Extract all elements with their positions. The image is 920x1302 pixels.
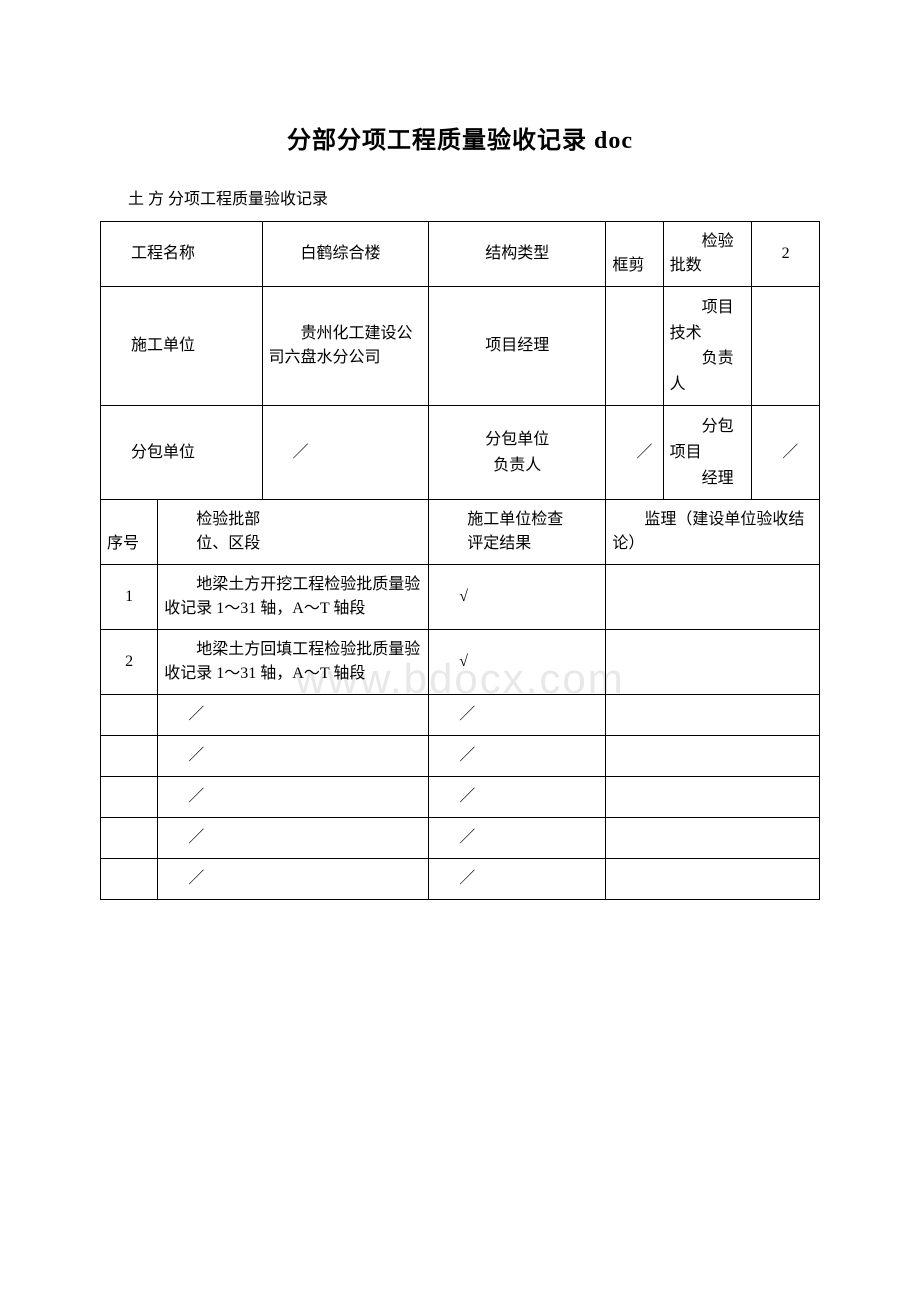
cell-location: ／ xyxy=(158,695,429,736)
subcontractor-label: 分包单位 xyxy=(101,406,263,500)
table-row: ／ ／ xyxy=(101,818,820,859)
project-manager-value xyxy=(606,287,663,406)
cell-conclusion xyxy=(606,736,820,777)
project-tech-leader-label-line2: 负责人 xyxy=(670,346,746,397)
cell-seq xyxy=(101,736,158,777)
cell-location: 地梁土方回填工程检验批质量验收记录 1～31 轴，A～T 轴段 xyxy=(158,630,429,695)
structure-type-value: 框剪 xyxy=(606,222,663,287)
table-row: 工程名称 白鹤综合楼 结构类型 框剪 检验批数 2 xyxy=(101,222,820,287)
cell-result: √ xyxy=(429,565,606,630)
cell-conclusion xyxy=(606,818,820,859)
cell-seq xyxy=(101,859,158,900)
inspection-batch-count-value: 2 xyxy=(752,222,820,287)
cell-location: 地梁土方开挖工程检验批质量验收记录 1～31 轴，A～T 轴段 xyxy=(158,565,429,630)
table-row: ／ ／ xyxy=(101,695,820,736)
project-name-label: 工程名称 xyxy=(101,222,263,287)
cell-location: ／ xyxy=(158,777,429,818)
structure-type-label: 结构类型 xyxy=(429,222,606,287)
cell-result: √ xyxy=(429,630,606,695)
project-tech-leader-label-line1: 项目技术 xyxy=(670,295,746,346)
table-row: 2 地梁土方回填工程检验批质量验收记录 1～31 轴，A～T 轴段 √ xyxy=(101,630,820,695)
subcontractor-value: ／ xyxy=(262,406,429,500)
cell-location: ／ xyxy=(158,736,429,777)
inspection-batch-count-label: 检验批数 xyxy=(663,222,752,287)
cell-seq xyxy=(101,777,158,818)
cell-seq xyxy=(101,695,158,736)
col-construction-result: 施工单位检查 评定结果 xyxy=(429,500,606,565)
cell-seq: 2 xyxy=(101,630,158,695)
cell-result: ／ xyxy=(429,777,606,818)
col-seq: 序号 xyxy=(101,500,158,565)
subcontract-pm-label-line2: 经理 xyxy=(670,466,746,492)
subcontractor-leader-value: ／ xyxy=(606,406,663,500)
page-title: 分部分项工程质量验收记录 doc xyxy=(100,120,820,155)
cell-result: ／ xyxy=(429,818,606,859)
project-tech-leader-label: 项目技术 负责人 xyxy=(663,287,752,406)
table-row: 施工单位 贵州化工建设公司六盘水分公司 项目经理 项目技术 负责人 xyxy=(101,287,820,406)
record-table: 工程名称 白鹤综合楼 结构类型 框剪 检验批数 2 施工单位 贵州化工建设公司六… xyxy=(100,221,820,900)
subcontract-pm-label: 分包项目 经理 xyxy=(663,406,752,500)
cell-result: ／ xyxy=(429,695,606,736)
cell-location: ／ xyxy=(158,859,429,900)
cell-conclusion xyxy=(606,695,820,736)
table-row: 分包单位 ／ 分包单位 负责人 ／ 分包项目 经理 ／ xyxy=(101,406,820,500)
cell-conclusion xyxy=(606,630,820,695)
table-row: ／ ／ xyxy=(101,736,820,777)
project-tech-leader-value xyxy=(752,287,820,406)
cell-result: ／ xyxy=(429,736,606,777)
subcontractor-leader-label: 分包单位 负责人 xyxy=(429,406,606,500)
col-supervision-conclusion: 监理（建设单位验收结论） xyxy=(606,500,820,565)
table-row: ／ ／ xyxy=(101,859,820,900)
cell-conclusion xyxy=(606,565,820,630)
cell-conclusion xyxy=(606,859,820,900)
subcontract-pm-value: ／ xyxy=(752,406,820,500)
table-row: 序号 检验批部 位、区段 施工单位检查 评定结果 监理（建设单位验收结论） xyxy=(101,500,820,565)
construction-unit-value: 贵州化工建设公司六盘水分公司 xyxy=(262,287,429,406)
construction-unit-label: 施工单位 xyxy=(101,287,263,406)
col-batch-location: 检验批部 位、区段 xyxy=(158,500,429,565)
cell-seq xyxy=(101,818,158,859)
cell-conclusion xyxy=(606,777,820,818)
table-row: 1 地梁土方开挖工程检验批质量验收记录 1～31 轴，A～T 轴段 √ xyxy=(101,565,820,630)
project-manager-label: 项目经理 xyxy=(429,287,606,406)
subcontract-pm-label-line1: 分包项目 xyxy=(670,414,746,465)
cell-seq: 1 xyxy=(101,565,158,630)
table-row: ／ ／ xyxy=(101,777,820,818)
subtitle: 土 方 分项工程质量验收记录 xyxy=(128,185,820,209)
cell-result: ／ xyxy=(429,859,606,900)
project-name-value: 白鹤综合楼 xyxy=(262,222,429,287)
cell-location: ／ xyxy=(158,818,429,859)
